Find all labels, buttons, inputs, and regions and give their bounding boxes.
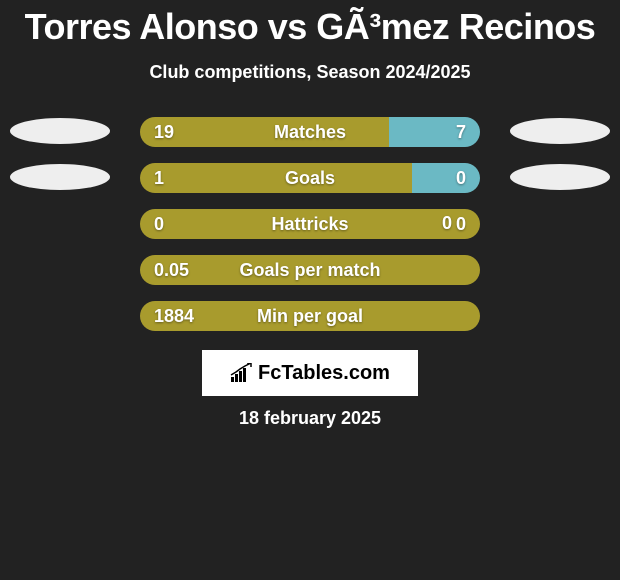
stat-row: 19 7 Matches <box>0 117 620 147</box>
stat-left-value: 0.05 <box>140 260 203 281</box>
stat-left-value: 0 <box>140 214 178 235</box>
chart-icon <box>230 363 254 383</box>
stat-bar-left: 1884 <box>140 301 480 331</box>
stats-area: 19 7 Matches 1 0 Goals <box>0 117 620 331</box>
stat-bar: 0 0 0 <box>140 209 480 239</box>
stat-left-value: 19 <box>140 122 188 143</box>
stat-left-value: 1 <box>140 168 178 189</box>
player1-badge <box>10 118 110 144</box>
stat-row: 1 0 Goals <box>0 163 620 193</box>
stat-bar-left: 19 <box>140 117 389 147</box>
brand-box[interactable]: FcTables.com <box>202 350 418 396</box>
page-subtitle: Club competitions, Season 2024/2025 <box>0 62 620 83</box>
stat-bar: 0.05 <box>140 255 480 285</box>
stat-bar-left: 1 <box>140 163 412 193</box>
date-line: 18 february 2025 <box>0 408 620 429</box>
stat-row: 1884 Min per goal <box>0 301 620 331</box>
stat-left-value: 1884 <box>140 306 208 327</box>
stat-row: 0 0 0 Hattricks <box>0 209 620 239</box>
stat-bar-right: 7 <box>389 117 480 147</box>
stat-bar: 19 7 <box>140 117 480 147</box>
stat-bar: 1 0 <box>140 163 480 193</box>
player1-badge <box>10 164 110 190</box>
stat-right-value: 0 <box>442 168 480 189</box>
page-title: Torres Alonso vs GÃ³mez Recinos <box>0 0 620 48</box>
stat-right-value: 7 <box>442 122 480 143</box>
player2-badge <box>510 164 610 190</box>
player2-badge <box>510 118 610 144</box>
stat-bar-right: 0 <box>412 163 480 193</box>
stat-bar: 1884 <box>140 301 480 331</box>
stat-bar-left: 0.05 <box>140 255 480 285</box>
brand-text: FcTables.com <box>258 362 390 385</box>
comparison-widget: Torres Alonso vs GÃ³mez Recinos Club com… <box>0 0 620 580</box>
stat-row: 0.05 Goals per match <box>0 255 620 285</box>
